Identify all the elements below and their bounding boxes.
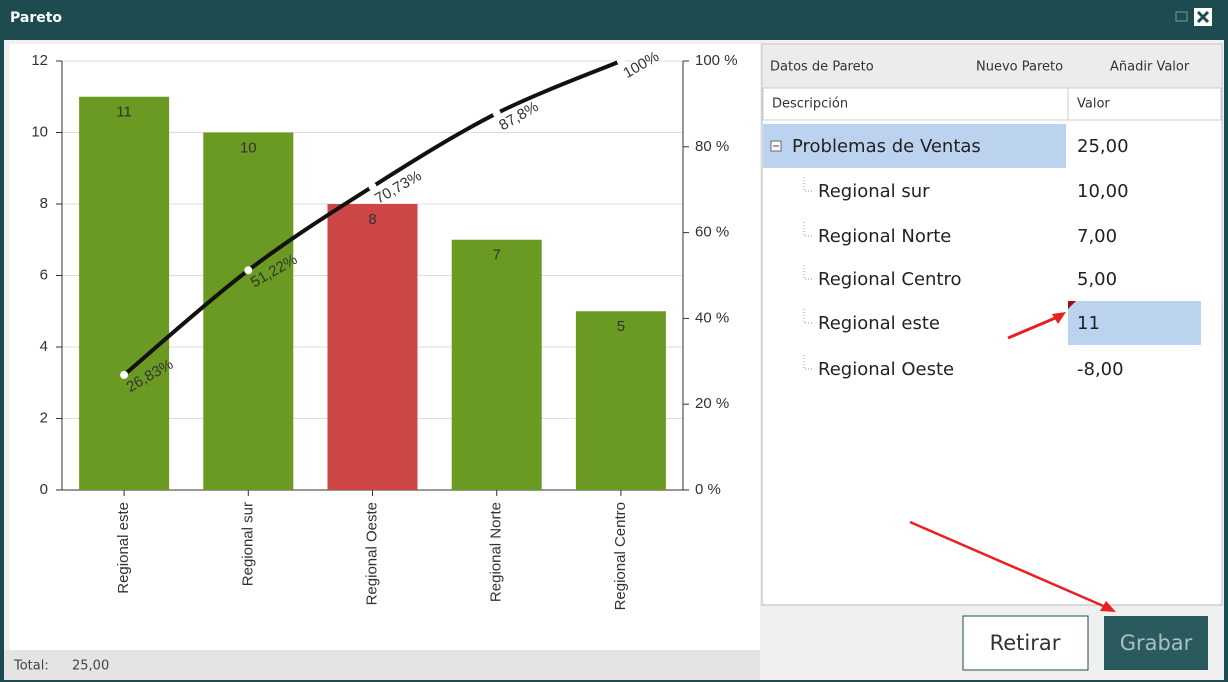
y-tick-label: 2 — [40, 409, 48, 426]
cumulative-point — [492, 109, 501, 118]
selected-row — [763, 124, 1066, 168]
tree-row-value: 5,00 — [1077, 269, 1117, 290]
panel-toolbar — [763, 45, 1221, 88]
tree-row-label: Regional sur — [818, 181, 930, 202]
x-tick-label: Regional sur — [239, 502, 256, 586]
tab[interactable]: Nuevo Pareto — [976, 60, 1063, 75]
tab[interactable]: Datos de Pareto — [770, 60, 874, 75]
cumulative-point — [368, 182, 377, 191]
tree-row-label: Regional Centro — [818, 269, 962, 290]
tab[interactable]: Añadir Valor — [1110, 60, 1190, 75]
footer-value: 25,00 — [72, 659, 109, 674]
bar-value-label: 5 — [617, 318, 625, 335]
table-header — [762, 87, 1222, 121]
tree-row-label: Regional Norte — [818, 226, 951, 247]
footer — [4, 650, 760, 680]
y-tick-label: 0 — [40, 481, 48, 498]
cumulative-point — [120, 370, 129, 379]
tree-root-value[interactable]: 25,00 — [1077, 136, 1129, 157]
cumulative-point — [616, 57, 625, 65]
bar-value-label: 8 — [368, 211, 376, 228]
bar — [575, 311, 666, 490]
column-header: Valor — [1077, 97, 1110, 112]
tree-row-label: Regional Oeste — [818, 359, 954, 380]
edit-marker — [1068, 301, 1076, 309]
arrow — [1007, 314, 1061, 340]
y-tick-label: 10 — [31, 123, 48, 140]
bar — [203, 132, 294, 490]
close-icon — [1196, 10, 1210, 24]
bar-value-label: 10 — [240, 139, 257, 156]
cumulative-point — [244, 266, 253, 275]
maximize-button[interactable] — [1175, 11, 1188, 22]
footer-label: Total: — [13, 659, 49, 674]
y-tick-label: 12 — [31, 52, 48, 69]
window-title: Pareto — [10, 10, 62, 26]
x-tick-label: Regional este — [115, 502, 132, 594]
button-label: Grabar — [1120, 631, 1193, 655]
button-label: Retirar — [990, 631, 1061, 655]
y2-tick-label: 100 % — [695, 52, 738, 69]
arrow — [909, 520, 1109, 610]
y-tick-label: 8 — [40, 195, 48, 212]
tree-row-value: -8,00 — [1077, 359, 1124, 380]
grabar-button[interactable] — [1104, 616, 1208, 670]
retirar-button[interactable] — [962, 615, 1089, 671]
bar-value-label: 7 — [493, 247, 501, 264]
y2-tick-label: 20 % — [695, 395, 729, 412]
x-tick-label: Regional Norte — [488, 502, 505, 602]
y-tick-label: 6 — [40, 266, 48, 283]
arrow-head — [1100, 601, 1116, 612]
tree-row-value: 11 — [1077, 313, 1100, 334]
bar — [79, 96, 170, 490]
y2-tick-label: 0 % — [695, 481, 721, 498]
column-header: Descripción — [772, 97, 848, 112]
y-tick-label: 4 — [40, 338, 48, 355]
tree-row-label: Regional este — [818, 313, 940, 334]
selected-cell — [1068, 301, 1201, 345]
bar — [451, 239, 542, 490]
tree-root-label[interactable]: Problemas de Ventas — [792, 136, 981, 157]
x-tick-label: Regional Centro — [612, 502, 629, 610]
tree-row-value: 7,00 — [1077, 226, 1117, 247]
bar — [327, 204, 418, 490]
y2-tick-label: 40 % — [695, 309, 729, 326]
y2-tick-label: 80 % — [695, 138, 729, 155]
tree-row-value: 10,00 — [1077, 181, 1129, 202]
bar-value-label: 11 — [116, 104, 132, 121]
y2-tick-label: 60 % — [695, 224, 729, 241]
arrow-head — [1052, 312, 1066, 324]
x-tick-label: Regional Oeste — [363, 502, 380, 605]
